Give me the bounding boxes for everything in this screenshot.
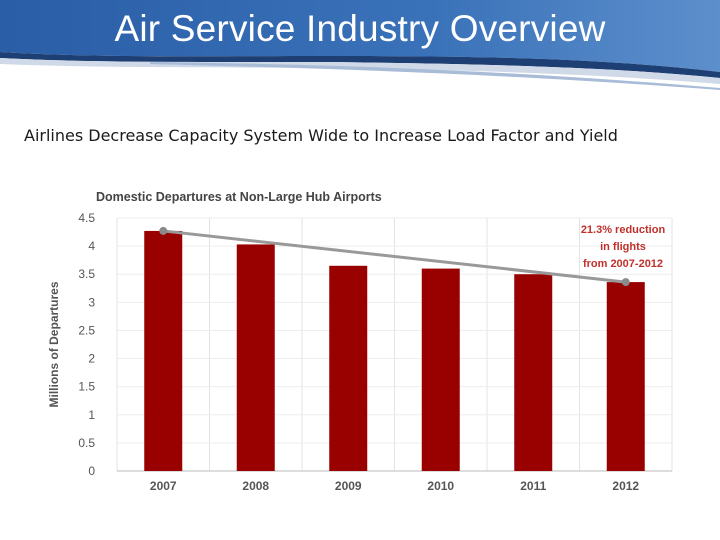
y-tick-label: 0.5 [78,436,95,450]
y-tick-label: 2 [88,352,95,366]
departures-bar-chart: Domestic Departures at Non-Large Hub Air… [47,190,673,493]
x-category-label: 2011 [520,479,546,493]
chart-title: Domestic Departures at Non-Large Hub Air… [96,190,382,204]
y-tick-label: 3 [88,295,95,309]
y-tick-label: 3.5 [78,267,95,281]
trend-start-marker [159,226,168,235]
y-tick-label: 1.5 [78,380,95,394]
slide-title: Air Service Industry Overview [114,8,606,49]
x-category-label: 2012 [612,479,639,493]
bar-2008 [236,244,275,471]
chart-annotation-line-1: 21.3% reduction [581,224,666,236]
x-category-label: 2009 [335,479,362,493]
trend-line [163,229,626,284]
y-tick-label: 4.5 [78,211,95,225]
x-category-label: 2010 [427,479,454,493]
bar-2011 [514,274,553,471]
chart-annotation-line-3: from 2007-2012 [583,258,663,270]
y-tick-label: 0 [88,464,95,478]
slide-subtitle: Airlines Decrease Capacity System Wide t… [24,126,618,145]
chart-annotation-line-2: in flights [600,241,646,253]
y-tick-label: 4 [88,239,95,253]
x-category-label: 2007 [150,479,177,493]
y-axis-label: Millions of Departures [47,281,61,407]
header-band [0,0,720,90]
bar-2009 [329,265,368,471]
trend-end-marker [621,278,630,287]
bar-2012 [606,282,645,471]
x-category-label: 2008 [242,479,269,493]
y-tick-label: 2.5 [78,323,95,337]
bar-2007 [144,230,183,471]
y-tick-label: 1 [88,408,95,422]
bar-2010 [421,268,460,471]
